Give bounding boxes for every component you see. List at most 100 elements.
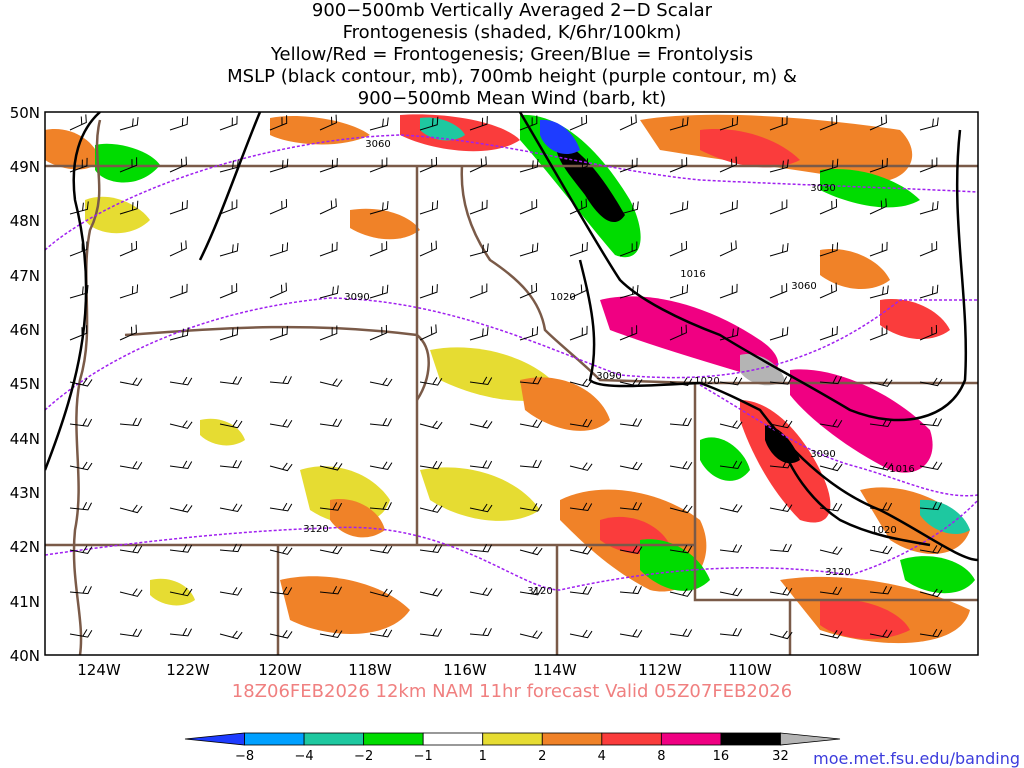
wind-barb	[469, 199, 488, 215]
wind-barb	[569, 282, 587, 299]
wind-barb	[869, 158, 888, 173]
wind-barb	[419, 284, 438, 299]
wind-barb	[719, 628, 743, 637]
wind-barbs	[69, 114, 943, 640]
wind-barb	[919, 157, 938, 173]
wind-barb	[119, 461, 143, 470]
wind-barb	[669, 324, 687, 341]
wind-barb	[469, 544, 493, 553]
wind-barb	[419, 156, 438, 173]
wind-barb	[669, 504, 693, 514]
wind-barb	[619, 285, 639, 299]
wind-barb	[69, 502, 93, 511]
colorbar-segment	[780, 732, 841, 746]
wind-barb	[369, 324, 388, 341]
wind-barb	[869, 586, 893, 595]
wind-barb	[269, 158, 289, 173]
wind-barb	[719, 200, 738, 215]
wind-barb	[719, 327, 739, 341]
wind-barb	[619, 585, 642, 595]
wind-barb	[869, 462, 893, 471]
wind-barb	[169, 327, 189, 341]
wind-barb	[269, 502, 293, 512]
wind-barb	[119, 504, 143, 514]
wind-barb	[169, 587, 193, 597]
wind-barb	[269, 198, 288, 215]
lon-label-114w: 114W	[533, 661, 577, 679]
lat-label-49n: 49N	[10, 158, 40, 176]
credit-link[interactable]: moe.met.fsu.edu/banding	[813, 749, 1020, 768]
colorbar-segment	[541, 732, 603, 746]
wind-barb	[569, 586, 593, 595]
wind-barb	[169, 460, 193, 470]
wind-barb	[319, 325, 338, 341]
wind-barb	[469, 327, 489, 341]
wind-barb	[819, 115, 838, 131]
wind-barb	[819, 462, 843, 472]
height-label-3060-west: 3060	[365, 139, 390, 150]
wind-barb	[769, 376, 793, 385]
wind-barb	[169, 544, 193, 553]
wind-barb	[519, 242, 539, 257]
wind-barb	[819, 326, 838, 341]
wind-barb	[319, 378, 343, 387]
wind-barb	[919, 377, 943, 387]
wind-barb	[569, 114, 588, 131]
wind-barb	[269, 630, 293, 639]
wind-barb	[169, 504, 193, 513]
wind-barb	[469, 376, 493, 386]
wind-barb	[219, 159, 239, 173]
wind-barb	[219, 199, 238, 215]
wind-barb	[919, 418, 943, 427]
wind-barb	[819, 546, 843, 555]
colorbar-tick-label: 1	[479, 749, 487, 764]
lon-label-118w: 118W	[348, 661, 392, 679]
height-contours	[45, 134, 978, 591]
wind-barb	[769, 326, 789, 341]
wind-barb	[419, 628, 443, 637]
wind-barb	[69, 629, 93, 638]
wind-barb	[769, 159, 789, 173]
wind-barb	[569, 198, 587, 215]
wind-barb	[219, 460, 243, 469]
pressure-label-1016-north: 1016	[680, 269, 705, 280]
wind-barb	[419, 504, 443, 513]
wind-barb	[69, 418, 93, 427]
wind-barb	[369, 201, 389, 215]
pressure-label-1020-north: 1020	[550, 292, 575, 303]
pressure-contours	[45, 112, 978, 562]
wind-barb	[819, 198, 838, 215]
wind-barb	[119, 324, 137, 341]
height-label-3030: 3030	[810, 183, 835, 194]
pressure-label-1016-east: 1016	[889, 464, 914, 475]
wind-barb	[219, 587, 243, 596]
wind-barb	[669, 588, 693, 597]
lat-label-44n: 44N	[10, 430, 40, 448]
wind-barb	[519, 586, 543, 596]
wind-barb	[269, 375, 292, 385]
colorbar-tick-label: 4	[598, 749, 606, 764]
wind-barb	[669, 628, 693, 638]
wind-barb	[119, 377, 143, 386]
wind-barb	[69, 201, 89, 215]
wind-barb	[519, 115, 538, 131]
wind-barb	[719, 504, 743, 513]
wind-barb	[169, 240, 187, 257]
wind-barb	[669, 157, 688, 173]
title-line-2: Frontogenesis (shaded, K/6hr/100km)	[343, 22, 682, 43]
wind-barb	[69, 461, 93, 471]
wind-barb	[219, 283, 238, 299]
wind-barb	[719, 376, 743, 386]
wind-barb	[769, 115, 788, 131]
wind-barb	[819, 158, 839, 173]
wind-barb	[569, 378, 593, 388]
wind-barb	[419, 324, 437, 341]
wind-barb	[219, 376, 243, 385]
wind-barb	[469, 587, 493, 596]
colorbar-tick-label: 32	[772, 749, 789, 764]
wind-barb	[619, 201, 639, 215]
lon-label-112w: 112W	[638, 661, 682, 679]
wind-barb	[369, 117, 389, 131]
wind-barb	[319, 502, 343, 511]
